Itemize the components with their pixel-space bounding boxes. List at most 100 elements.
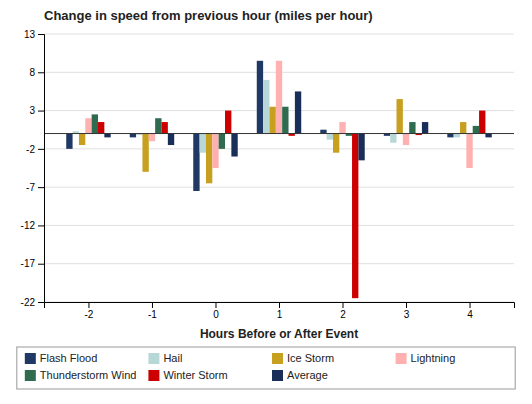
y-tick-mark: [38, 72, 44, 73]
x-tick: 3: [404, 302, 410, 320]
x-tick: -1: [148, 302, 157, 320]
x-tick-mark: [152, 302, 153, 308]
legend-item: Ice Storm: [272, 352, 334, 364]
grid-line: [44, 225, 514, 226]
bar: [142, 134, 148, 172]
bar-series: [85, 61, 472, 168]
bar: [92, 114, 98, 133]
bar: [98, 122, 104, 133]
bar: [269, 107, 275, 134]
bar: [352, 134, 358, 299]
x-tick: -2: [85, 302, 94, 320]
x-tick: 0: [213, 302, 219, 320]
x-tick-label: 0: [213, 309, 219, 320]
baseline: [44, 133, 514, 134]
x-tick-mark: [88, 302, 89, 308]
legend-item: Flash Flood: [25, 352, 97, 364]
bar: [422, 122, 428, 133]
bar: [327, 134, 333, 140]
y-tick-label: -2: [26, 144, 35, 155]
x-tick-label: 4: [467, 309, 473, 320]
legend: Flash Flood Hail Ice Storm Lightning Thunder…: [17, 347, 515, 389]
y-tick: -12: [21, 220, 44, 231]
bar: [454, 134, 460, 138]
x-tick-label: -1: [148, 309, 157, 320]
y-tick: -17: [21, 258, 44, 269]
y-tick-label: 3: [29, 105, 35, 116]
bar-series: [79, 99, 466, 183]
bar: [485, 134, 491, 138]
y-tick-label: 13: [24, 29, 36, 40]
bar: [397, 99, 403, 133]
legend-swatch: [272, 370, 283, 381]
x-tick-label: -2: [85, 309, 94, 320]
grid-line: [44, 187, 514, 188]
grid-line: [44, 148, 514, 149]
y-tick-mark: [38, 302, 44, 303]
y-tick-label: -12: [21, 220, 36, 231]
bar: [66, 134, 72, 149]
x-tick-mark: [343, 302, 344, 308]
legend-swatch: [148, 353, 159, 364]
y-tick-mark: [38, 225, 44, 226]
y-tick-mark: [38, 187, 44, 188]
legend-label: Thunderstorm Wind: [40, 369, 137, 381]
legend-swatch: [272, 353, 283, 364]
legend-label: Average: [287, 369, 328, 381]
legend-label: Flash Flood: [40, 352, 97, 364]
bar-series: [66, 61, 453, 191]
bar-series: [92, 107, 479, 149]
y-tick: 3: [29, 105, 44, 116]
bar: [447, 134, 453, 138]
x-axis-title: Hours Before or After Event: [200, 327, 358, 341]
y-tick-label: -22: [21, 297, 36, 308]
legend-swatch: [396, 353, 407, 364]
bar: [276, 61, 282, 134]
bar: [212, 134, 218, 168]
bar: [104, 134, 110, 138]
bar: [130, 134, 136, 138]
y-tick: -7: [26, 182, 44, 193]
bar: [466, 134, 472, 168]
bar: [155, 118, 161, 133]
grid-line: [44, 263, 514, 264]
bar: [231, 134, 237, 157]
legend-item: Thunderstorm Wind: [25, 369, 137, 381]
x-tick: 4: [467, 302, 473, 320]
bar: [390, 134, 396, 143]
x-tick-label: 3: [404, 309, 410, 320]
y-tick: -22: [21, 297, 44, 308]
bar: [263, 80, 269, 134]
x-tick-mark: [470, 302, 471, 308]
legend-swatch: [25, 370, 36, 381]
bar: [79, 134, 85, 145]
y-tick: 8: [29, 67, 44, 78]
legend-label: Hail: [163, 352, 182, 364]
bar: [409, 122, 415, 133]
bar: [358, 134, 364, 161]
bar-series: [104, 91, 491, 160]
y-tick-mark: [38, 264, 44, 265]
legend-label: Winter Storm: [163, 369, 227, 381]
bar: [333, 134, 339, 153]
x-tick-mark: [215, 302, 216, 308]
legend-item: Hail: [148, 352, 182, 364]
x-tick-mark: [406, 302, 407, 308]
bar: [193, 134, 199, 191]
bar: [168, 134, 174, 145]
chart: -22-17-12-7-23813-2-101234Change in spee…: [0, 0, 532, 404]
x-tick-label: 1: [277, 309, 283, 320]
x-tick: 2: [340, 302, 346, 320]
bar: [225, 111, 231, 134]
grid: [44, 34, 514, 302]
bar: [339, 122, 345, 133]
bar: [295, 91, 301, 133]
y-axis-line: [38, 35, 45, 303]
legend-item: Lightning: [396, 352, 456, 364]
x-tick-mark: [279, 302, 280, 308]
bar: [149, 134, 155, 142]
legend-label: Lightning: [411, 352, 456, 364]
x-axis-line: [45, 303, 515, 309]
bar: [206, 134, 212, 184]
bar-series: [98, 111, 485, 299]
